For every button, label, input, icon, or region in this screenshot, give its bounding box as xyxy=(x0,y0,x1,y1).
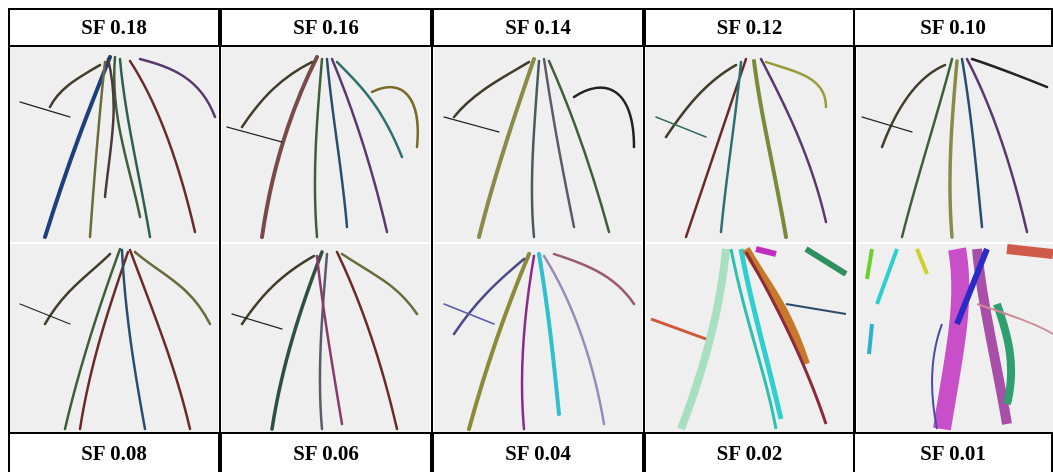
label-top-4: SF 0.12 xyxy=(644,8,855,47)
label-bottom-5: SF 0.01 xyxy=(853,432,1053,472)
root-render-sf-0-02 xyxy=(646,244,853,432)
label-bottom-3: SF 0.04 xyxy=(432,432,644,472)
label-top-1: SF 0.18 xyxy=(8,8,220,47)
root-render-sf-0-06 xyxy=(222,244,430,432)
root-render-sf-0-16 xyxy=(222,47,430,242)
label-bottom-4: SF 0.02 xyxy=(644,432,855,472)
root-render-sf-0-12 xyxy=(646,47,853,242)
separator xyxy=(219,47,221,432)
root-render-sf-0-18 xyxy=(10,47,218,242)
root-render-sf-0-10 xyxy=(857,47,1053,242)
label-top-5: SF 0.10 xyxy=(853,8,1053,47)
separator xyxy=(853,47,856,432)
separator xyxy=(8,47,10,432)
root-render-sf-0-08 xyxy=(10,244,218,432)
root-render-sf-0-01 xyxy=(857,244,1053,432)
root-render-sf-0-04 xyxy=(434,244,642,432)
figure-grid: SF 0.18 SF 0.16 SF 0.14 SF 0.12 SF 0.10 xyxy=(8,8,1053,472)
label-bottom-1: SF 0.08 xyxy=(8,432,220,472)
separator xyxy=(643,47,645,432)
separator xyxy=(431,47,433,432)
label-top-3: SF 0.14 xyxy=(432,8,644,47)
root-render-sf-0-14 xyxy=(434,47,642,242)
label-top-2: SF 0.16 xyxy=(220,8,432,47)
label-bottom-2: SF 0.06 xyxy=(220,432,432,472)
